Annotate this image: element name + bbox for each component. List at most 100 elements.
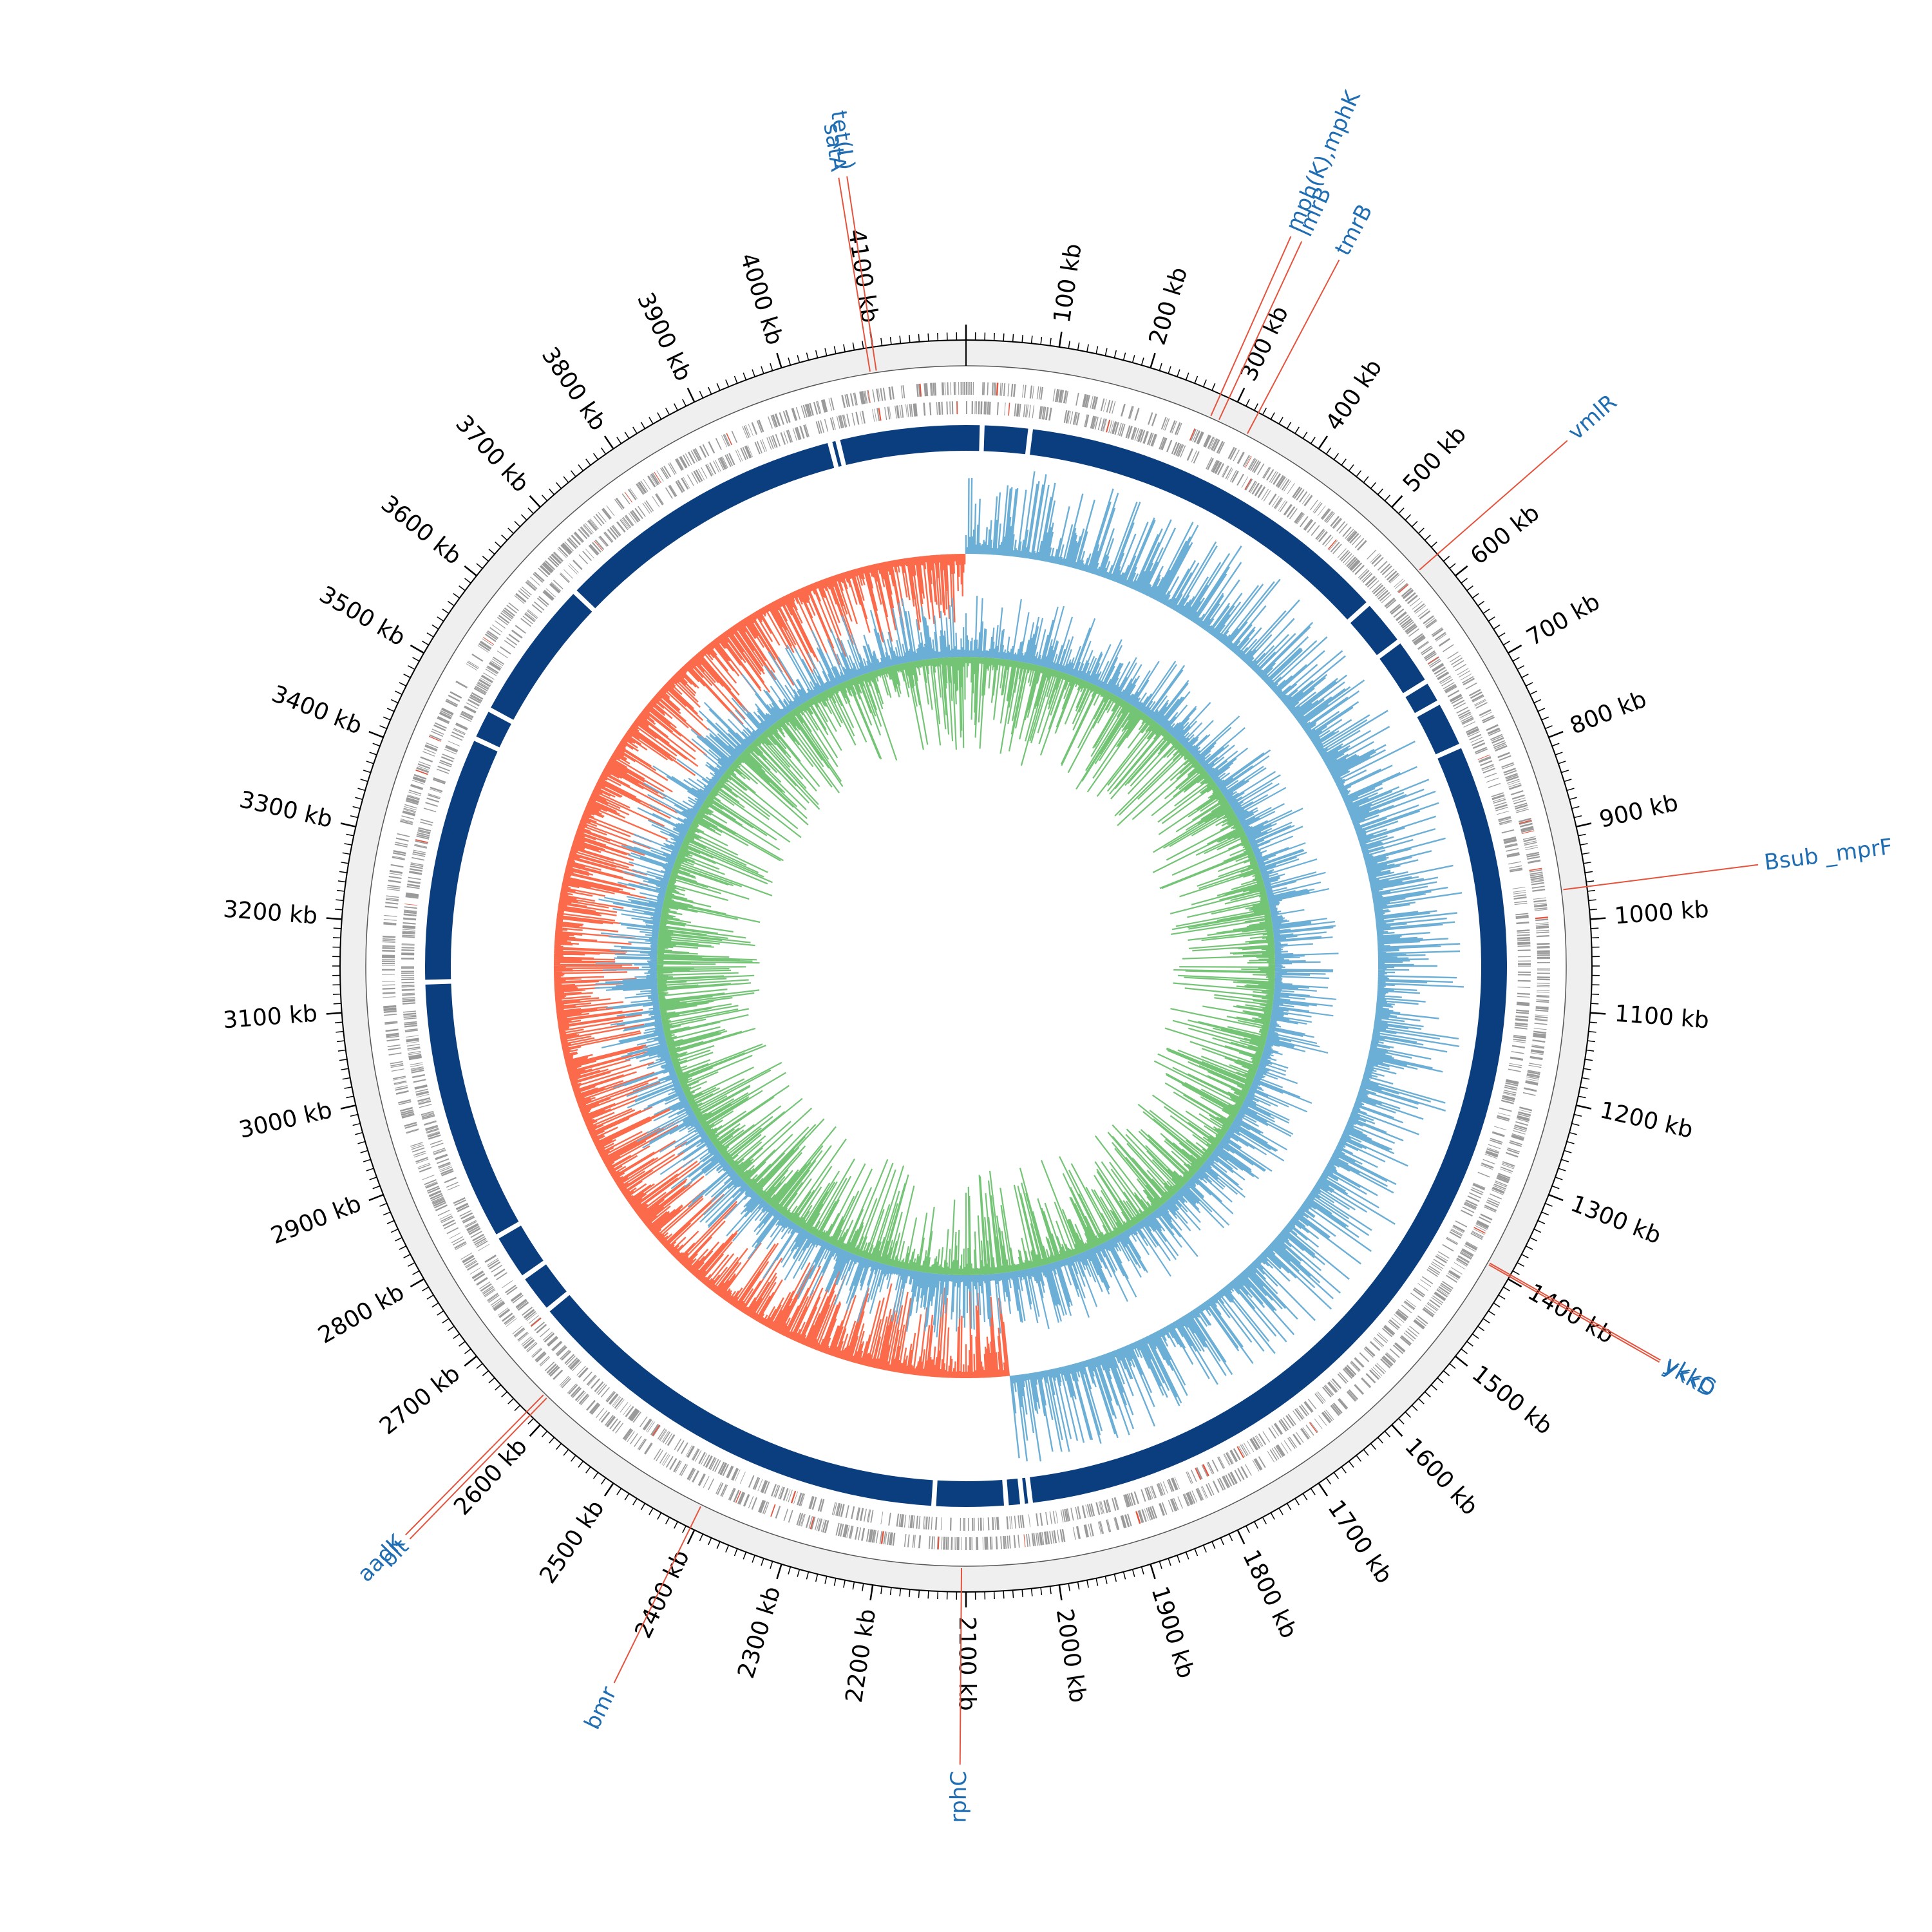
minor-tick: [1466, 585, 1473, 591]
cds-feature: [968, 382, 970, 395]
cds-feature: [1526, 1073, 1540, 1077]
cds-feature: [1503, 1091, 1517, 1095]
cds-feature: [431, 728, 444, 735]
cds-feature: [622, 1428, 632, 1440]
cds-feature: [1357, 540, 1367, 551]
cds-feature: [424, 1120, 437, 1125]
cds-feature: [1465, 1242, 1477, 1250]
cds-feature: [1218, 1456, 1226, 1468]
cds-feature: [1430, 659, 1442, 668]
backbone-segment: [1405, 683, 1437, 714]
cds-feature: [461, 712, 473, 719]
cds-feature: [1428, 1265, 1441, 1274]
cds-feature: [1532, 889, 1546, 892]
cds-feature: [1283, 1440, 1292, 1452]
minor-tick: [843, 1580, 846, 1588]
cds-feature: [573, 560, 583, 571]
minor-tick: [993, 332, 995, 341]
cds-feature: [392, 1075, 406, 1079]
cds-feature: [1195, 1488, 1202, 1501]
minor-tick: [1555, 752, 1563, 755]
cds-feature: [486, 667, 498, 675]
cds-feature: [402, 934, 415, 936]
minor-tick: [527, 507, 534, 514]
cds-feature: [705, 464, 713, 477]
cds-feature: [797, 1492, 801, 1505]
cds-feature: [985, 1537, 988, 1550]
cds-feature: [1482, 768, 1495, 773]
cds-feature: [806, 404, 811, 417]
cds-feature: [995, 1536, 998, 1549]
cds-feature: [1061, 1529, 1066, 1542]
cds-feature: [1032, 386, 1034, 399]
cds-feature: [383, 935, 396, 938]
cds-feature: [960, 1517, 961, 1531]
cds-feature: [1535, 1007, 1549, 1010]
cds-feature: [1534, 905, 1548, 908]
cds-feature: [1066, 1508, 1070, 1522]
cds-feature: [1208, 437, 1215, 450]
cds-feature: [1170, 420, 1176, 433]
cds-feature: [1442, 1280, 1454, 1289]
minor-tick: [1012, 334, 1014, 342]
cds-feature: [870, 1510, 874, 1523]
cds-feature: [1516, 1009, 1530, 1012]
cds-feature: [1405, 623, 1416, 632]
minor-tick: [1589, 1021, 1598, 1023]
cds-feature: [1417, 608, 1428, 617]
cds-feature: [799, 426, 805, 439]
cds-feature: [1128, 1493, 1133, 1506]
major-tick: [368, 1193, 384, 1202]
cds-feature: [450, 734, 463, 741]
cds-feature: [815, 421, 820, 434]
cds-feature: [1009, 1535, 1011, 1549]
minor-tick: [346, 1095, 354, 1099]
cds-feature: [1189, 428, 1196, 441]
cds-feature: [1376, 588, 1387, 598]
minor-tick: [1095, 346, 1099, 354]
cds-feature: [622, 516, 632, 528]
cds-feature: [1535, 1014, 1548, 1017]
cds-feature: [1383, 1355, 1394, 1366]
cds-feature: [862, 410, 866, 424]
cds-feature: [481, 674, 493, 683]
minor-tick: [1574, 815, 1582, 819]
cds-feature: [1484, 1153, 1497, 1159]
cds-feature: [455, 1202, 468, 1210]
cds-feature: [844, 1524, 849, 1538]
cds-feature: [1496, 810, 1510, 815]
cds-feature: [1230, 1472, 1238, 1484]
cds-feature: [1441, 679, 1454, 687]
cds-feature: [1481, 1164, 1493, 1170]
cds-feature: [674, 1438, 682, 1450]
cds-feature: [1459, 713, 1472, 720]
cds-feature: [413, 776, 426, 781]
cds-feature: [506, 637, 518, 646]
cds-feature: [547, 1336, 558, 1346]
cds-feature: [1121, 424, 1126, 437]
minor-tick: [649, 1508, 654, 1515]
cds-feature: [383, 919, 397, 921]
cds-feature: [913, 403, 916, 417]
cds-feature: [417, 763, 431, 770]
minor-tick: [1333, 453, 1339, 460]
cds-feature: [403, 917, 417, 920]
minor-tick: [1077, 342, 1080, 350]
cds-feature: [1443, 682, 1455, 690]
cds-feature: [440, 710, 453, 717]
cds-feature: [589, 544, 600, 555]
cds-feature: [1517, 945, 1531, 947]
cds-feature: [965, 1537, 967, 1551]
cds-feature: [408, 1056, 422, 1059]
cds-feature: [728, 1488, 735, 1500]
cds-feature: [1251, 482, 1260, 495]
cds-feature: [659, 1430, 668, 1441]
major-tick: [776, 352, 782, 368]
cds-feature: [1159, 437, 1165, 450]
cds-feature: [667, 1434, 676, 1446]
cds-feature: [691, 472, 699, 484]
cds-feature: [498, 1309, 509, 1317]
cds-feature: [477, 682, 489, 690]
cds-feature: [580, 1395, 590, 1406]
minor-tick: [1537, 708, 1546, 712]
